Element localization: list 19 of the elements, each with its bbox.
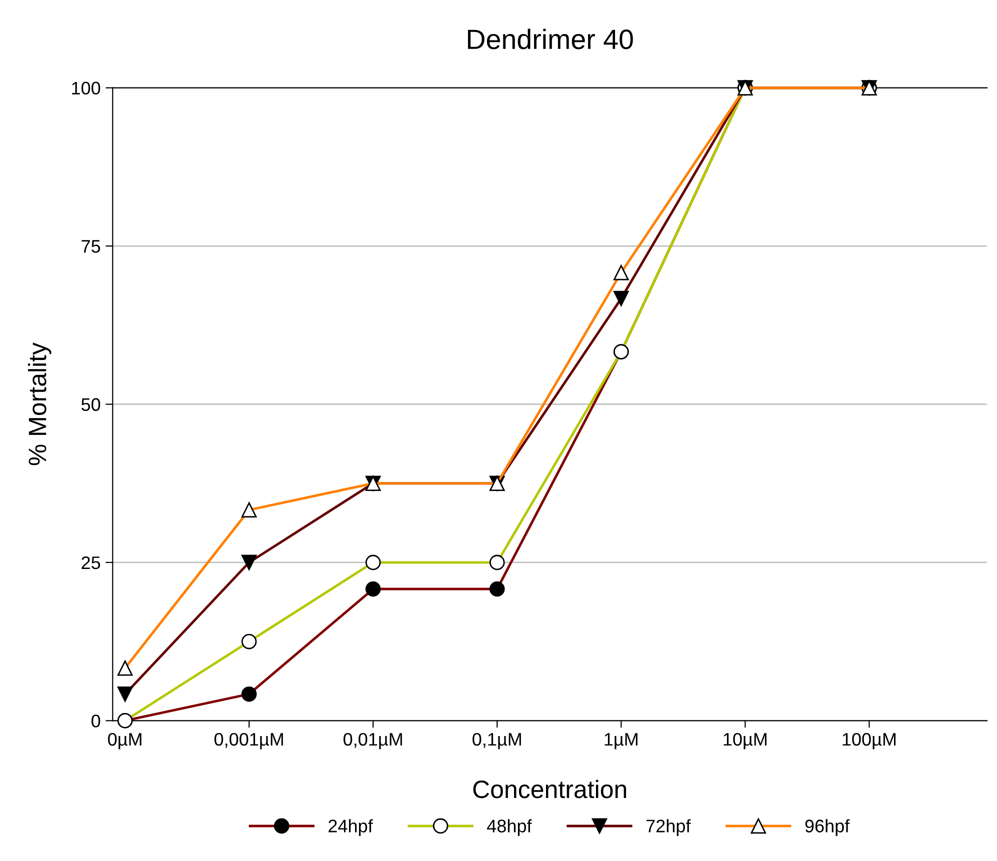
chart-title: Dendrimer 40 (468, 28, 633, 50)
x-tick-label: 100µM (842, 732, 896, 750)
legend-label: 72hpf (646, 819, 691, 836)
x-tick-label: 10µM (724, 732, 766, 750)
legend-label: 24hpf (328, 819, 373, 836)
x-tick-label: 0,1µM (472, 732, 521, 750)
x-tick-label: 0,01µM (344, 732, 402, 750)
y-tick-label: 75 (82, 240, 100, 253)
y-tick-label: 50 (81, 398, 100, 411)
legend-label: 48hpf (487, 819, 532, 836)
y-axis-title: % Mortality (28, 342, 52, 466)
y-tick-label: 25 (82, 556, 100, 570)
x-tick-label: 1µM (604, 733, 638, 750)
x-axis-title: Concentration (473, 780, 626, 798)
x-tick-label: 0,001µM (214, 732, 283, 750)
legend-label: 96hpf (805, 819, 850, 836)
y-tick-label: 0 (92, 714, 100, 728)
x-tick-label: 0µM (108, 732, 142, 750)
y-tick-label: 100 (72, 82, 100, 95)
